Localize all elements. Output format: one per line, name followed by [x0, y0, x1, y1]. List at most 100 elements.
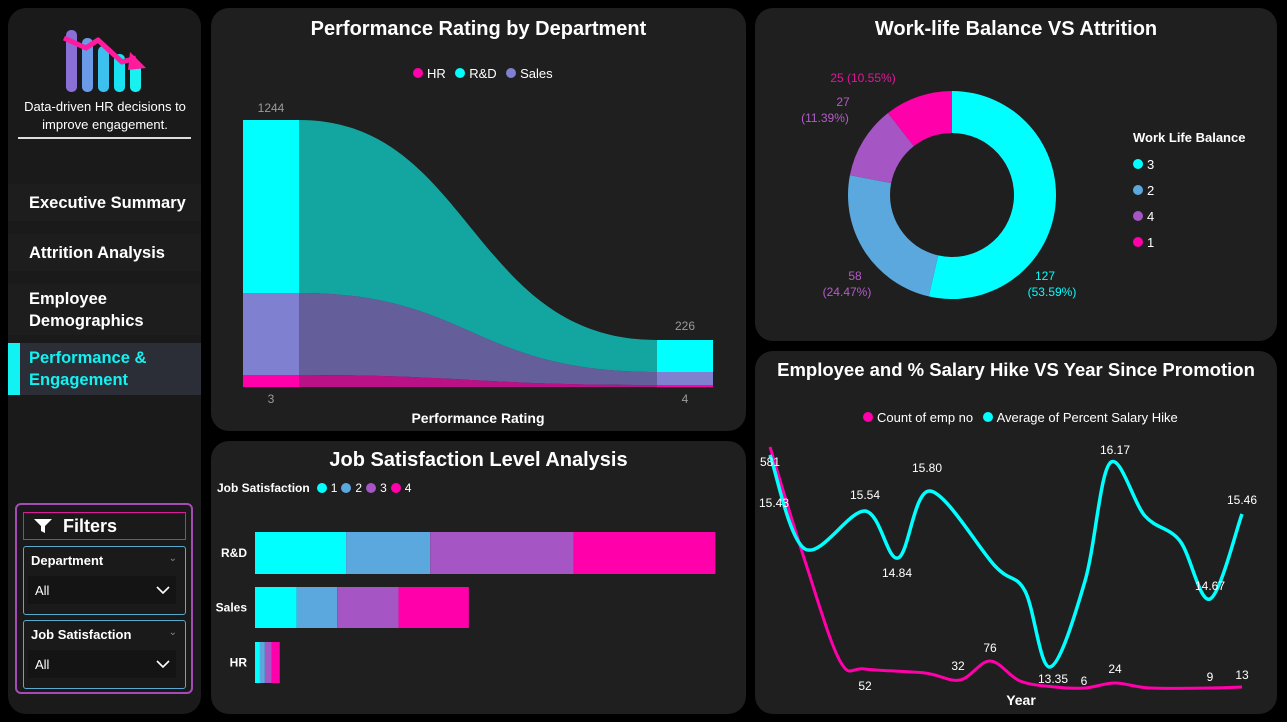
bar-segment-Sales-4[interactable]: [398, 587, 469, 628]
job-satisfaction-panel: Job Satisfaction Level Analysis Job Sati…: [211, 441, 746, 714]
bar-segment-HR-2[interactable]: [259, 642, 265, 683]
legend-dot: [1133, 159, 1143, 169]
tagline-divider: [18, 137, 191, 139]
legend-label: Average of Percent Salary Hike: [996, 409, 1178, 425]
bar-segment-HR-1[interactable]: [255, 642, 260, 683]
count-data-label: 76: [983, 641, 997, 655]
hike-data-label: 16.17: [1100, 443, 1130, 457]
legend-label: 2: [355, 481, 363, 495]
legend-title: Work Life Balance: [1133, 130, 1246, 145]
filter-icon: [34, 519, 52, 533]
legend-item-4[interactable]: 4: [390, 481, 411, 495]
bar-segment-HR-4[interactable]: [271, 642, 280, 683]
bar-segment-HR-3[interactable]: [264, 642, 272, 683]
legend-dot: [506, 68, 517, 78]
nav-executive-summary[interactable]: Executive Summary: [8, 184, 201, 221]
legend-item-4[interactable]: 4: [1133, 203, 1245, 229]
donut-slice-2[interactable]: [848, 175, 939, 297]
legend-label: 1: [330, 481, 338, 495]
legend-item-rnd[interactable]: R&D: [455, 66, 497, 81]
bar-3-hr[interactable]: [243, 375, 299, 387]
nav-employee-demographics[interactable]: Employee Demographics: [8, 284, 201, 335]
x-tick-4: 4: [682, 392, 689, 406]
legend-label: HR: [427, 65, 446, 81]
hike-series-line[interactable]: [768, 454, 1244, 669]
x-axis-label: Year: [1006, 692, 1036, 708]
department-select-value: All: [35, 582, 50, 598]
hike-data-label: 14.67: [1195, 579, 1225, 593]
donut-slice-1[interactable]: [888, 91, 952, 147]
bar-segment-R&D-1[interactable]: [255, 532, 347, 574]
category-label-1: Sales: [216, 601, 248, 615]
bar-4-hr[interactable]: [657, 385, 713, 387]
legend-dot: [390, 483, 401, 493]
legend-item-1[interactable]: 1: [316, 481, 338, 495]
bar-segment-R&D-3[interactable]: [430, 532, 574, 574]
legend-dot: [455, 68, 466, 78]
category-label-0: R&D: [221, 546, 247, 560]
rnd-ribbon[interactable]: [299, 120, 657, 372]
bar-segment-R&D-4[interactable]: [573, 532, 716, 574]
legend-label: 3: [1147, 156, 1155, 172]
collapse-chevron-icon[interactable]: ⌄: [168, 627, 177, 638]
filters-header: Filters: [23, 512, 186, 540]
job-satisfaction-select[interactable]: All: [28, 650, 176, 678]
slice-value-label-3: 127: [1035, 269, 1055, 283]
bar-segment-Sales-3[interactable]: [337, 587, 399, 628]
slice-value-label-2: 58: [848, 269, 862, 283]
department-filter: Department ⌄ All: [23, 546, 186, 615]
slice-value-label-4: 27: [836, 95, 850, 109]
bar-4-rnd[interactable]: [657, 340, 713, 372]
bar-4-sales[interactable]: [657, 372, 713, 385]
chevron-down-icon: [156, 660, 170, 668]
hike-data-label: 15.80: [912, 461, 942, 475]
work-life-donut-chart: 127 (53.59%) 58 (24.47%) 27 (11.39%) 25 (10.55…: [801, 71, 1077, 299]
work-life-balance-panel: Work-life Balance VS Attrition 127 (53.59…: [755, 8, 1277, 341]
legend-dot: [1133, 185, 1143, 195]
legend-label: 2: [1147, 182, 1155, 198]
work-life-chart-title: Work-life Balance VS Attrition: [874, 18, 1158, 40]
legend-item-hike[interactable]: Average of Percent Salary Hike: [982, 409, 1178, 425]
legend-item-count[interactable]: Count of emp no: [863, 410, 973, 425]
sales-ribbon[interactable]: [299, 293, 657, 385]
bar-segment-Sales-2[interactable]: [296, 587, 338, 628]
hike-data-label: 15.43: [759, 496, 789, 510]
bar-segment-Sales-1[interactable]: [255, 587, 297, 628]
nav-attrition-analysis[interactable]: Attrition Analysis: [8, 234, 201, 271]
count-data-label: 581: [760, 455, 780, 469]
hr-ribbon[interactable]: [299, 375, 657, 387]
bar-3-sales[interactable]: [243, 293, 299, 375]
performance-chart-title: Performance Rating by Department: [310, 18, 647, 40]
total-label-4: 226: [675, 319, 695, 333]
performance-ribbon-chart: 1244 226 3 4 Performance Rating: [243, 101, 713, 426]
legend-item-2[interactable]: 2: [341, 481, 362, 495]
legend-item-3[interactable]: 3: [366, 481, 387, 495]
nav-performance-engagement[interactable]: Performance & Engagement: [8, 343, 201, 395]
nav-label: Employee Demographics: [29, 289, 144, 330]
hike-data-label: 15.54: [850, 488, 880, 502]
salary-legend: Count of emp no Average of Percent Salar…: [863, 409, 1183, 427]
count-data-label: 13: [1235, 668, 1249, 682]
nav-label: Executive Summary: [29, 193, 186, 212]
slice-pct-label-3: (53.59%): [1028, 285, 1077, 299]
legend-dot: [982, 412, 993, 422]
job-satisfaction-legend: Job Satisfaction 1 2 3 4: [217, 481, 415, 495]
slice-pct-label-2: (24.47%): [823, 285, 872, 299]
collapse-chevron-icon[interactable]: ⌄: [168, 553, 177, 564]
legend-label: Count of emp no: [877, 409, 974, 425]
count-series-line[interactable]: [768, 446, 1243, 690]
legend-item-hr[interactable]: HR: [413, 66, 446, 81]
bar-segment-R&D-2[interactable]: [346, 532, 431, 574]
donut-slice-3[interactable]: [928, 91, 1056, 299]
legend-item-3[interactable]: 3: [1133, 151, 1245, 177]
donut-slice-4[interactable]: [849, 113, 914, 184]
department-select[interactable]: All: [28, 576, 176, 604]
bar-3-rnd[interactable]: [243, 120, 299, 293]
slice-value-label-1: 25 (10.55%): [830, 71, 895, 85]
filters-panel: Filters Department ⌄ All Job Satisfactio…: [15, 503, 193, 694]
legend-item-1[interactable]: 1: [1133, 229, 1245, 255]
legend-label: Sales: [520, 65, 553, 81]
legend-dot: [413, 68, 423, 78]
legend-item-sales[interactable]: Sales: [506, 66, 553, 81]
legend-item-2[interactable]: 2: [1133, 177, 1245, 203]
